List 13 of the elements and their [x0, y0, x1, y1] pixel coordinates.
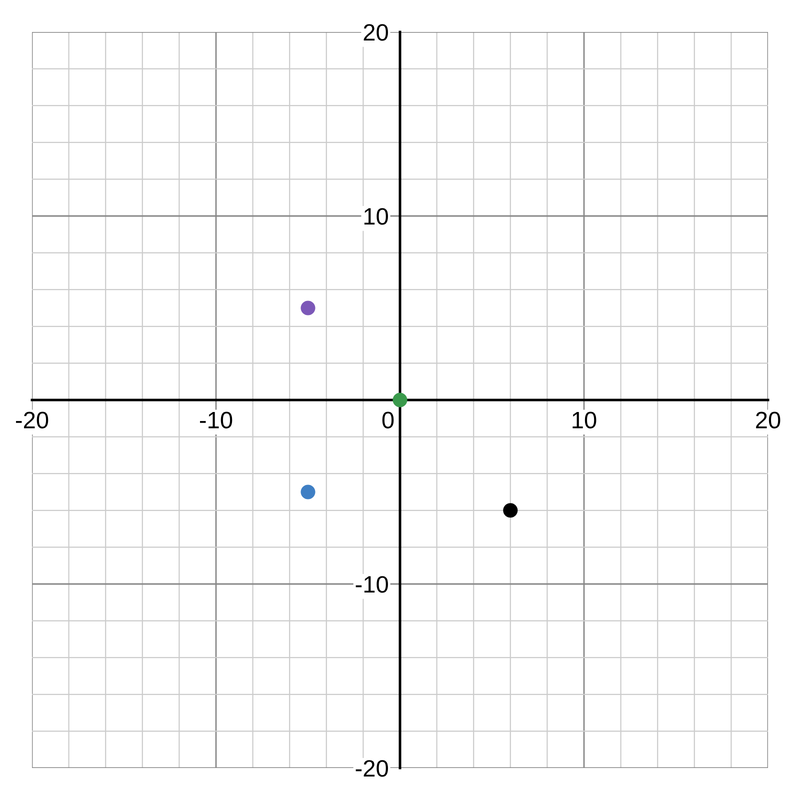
point: [300, 300, 316, 316]
point: [392, 392, 408, 408]
y-tick-label: 10: [364, 208, 388, 225]
point: [503, 503, 518, 518]
point: [300, 484, 316, 500]
y-tick-label: 20: [364, 24, 388, 41]
x-tick-label: 0: [382, 412, 394, 428]
x-tick-label: -10: [200, 412, 232, 428]
y-tick-label: -10: [356, 576, 388, 593]
y-tick-label: -20: [356, 760, 388, 777]
x-tick-label: 20: [756, 412, 780, 428]
x-tick-label: 10: [572, 412, 596, 428]
x-tick-label: -20: [16, 412, 48, 428]
